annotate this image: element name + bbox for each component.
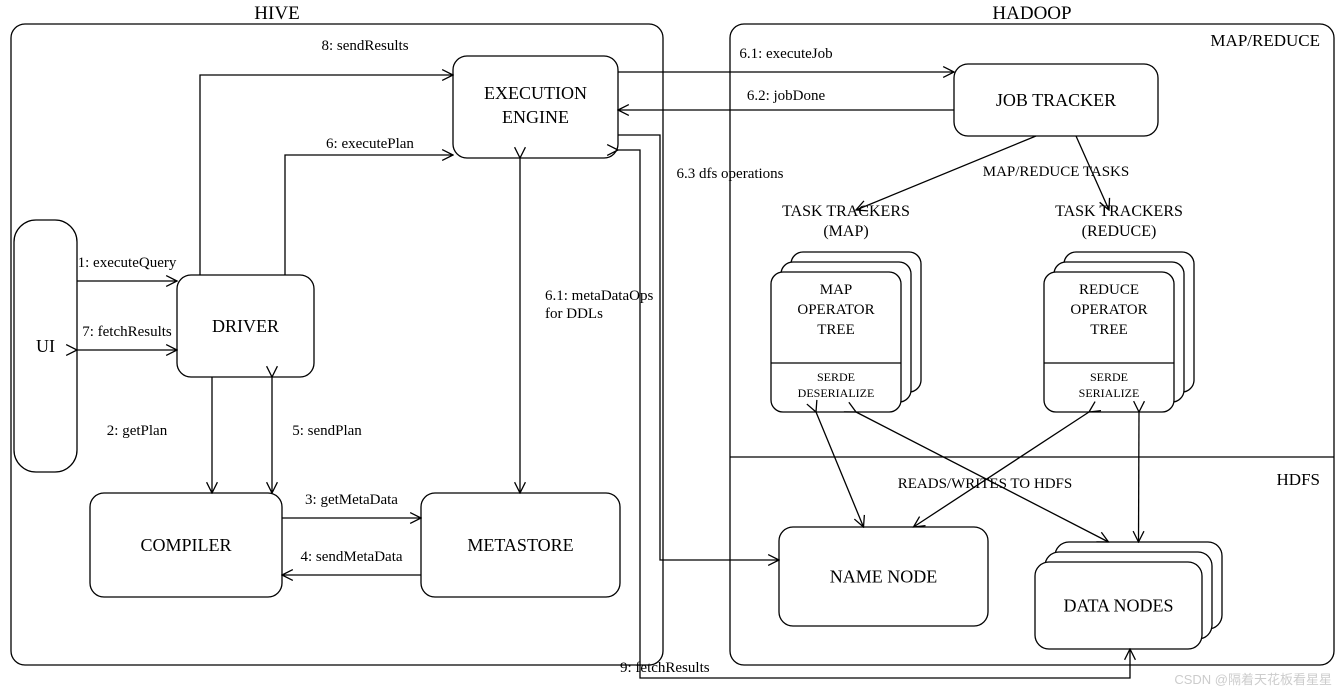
edge-62-label: 6.2: jobDone xyxy=(747,88,826,104)
edge-8 xyxy=(200,75,453,275)
edge-61m-label-1: for DDLs xyxy=(545,306,603,322)
metastore-box-label: METASTORE xyxy=(467,535,573,555)
map-tracker-box-lower-0: SERDE xyxy=(817,370,855,384)
reduce-tracker-box-title-0: TASK TRACKERS xyxy=(1055,203,1183,220)
edge-rw-4 xyxy=(1139,412,1140,542)
edge-1-label: 1: executeQuery xyxy=(78,255,177,271)
edge-mrtasks-label: MAP/REDUCE TASKS xyxy=(983,164,1129,180)
execution-engine-box-label-1: ENGINE xyxy=(502,107,569,127)
edge-5-label: 5: sendPlan xyxy=(292,423,362,439)
edge-3-label: 3: getMetaData xyxy=(305,492,398,508)
reduce-tracker-box-lower-0: SERDE xyxy=(1090,370,1128,384)
hive-label: HIVE xyxy=(254,3,299,24)
edge-6 xyxy=(285,155,453,275)
hadoop-label: HADOOP xyxy=(992,3,1071,24)
edge-8-label: 8: sendResults xyxy=(321,38,408,54)
edge-9-label: 9: fetchResults xyxy=(620,660,710,676)
edge-rw-label: READS/WRITES TO HDFS xyxy=(898,476,1072,492)
hdfs-label: HDFS xyxy=(1277,470,1320,489)
reduce-tracker-box-lower-1: SERIALIZE xyxy=(1079,386,1140,400)
reduce-tracker-box-upper-0: REDUCE xyxy=(1079,282,1139,298)
edge-63 xyxy=(618,135,779,560)
edge-7-label: 7: fetchResults xyxy=(82,324,172,340)
edge-63-label: 6.3 dfs operations xyxy=(676,166,783,182)
mapreduce-label: MAP/REDUCE xyxy=(1210,31,1320,50)
edge-6-label: 6: executePlan xyxy=(326,136,414,152)
reduce-tracker-box-title-1: (REDUCE) xyxy=(1082,223,1157,240)
map-tracker-box-lower-1: DESERIALIZE xyxy=(798,386,875,400)
map-tracker-box-upper-1: OPERATOR xyxy=(797,302,874,318)
compiler-box-label: COMPILER xyxy=(140,535,231,555)
name-node-box-label: NAME NODE xyxy=(830,567,938,587)
job-tracker-box-label: JOB TRACKER xyxy=(996,90,1116,110)
reduce-tracker-box-upper-1: OPERATOR xyxy=(1070,302,1147,318)
watermark: CSDN @隔着天花板看星星 xyxy=(1174,669,1332,688)
edge-61m-label-0: 6.1: metaDataOps xyxy=(545,288,653,304)
edge-61-label: 6.1: executeJob xyxy=(739,46,832,62)
map-tracker-box-upper-0: MAP xyxy=(820,282,853,298)
edge-2-label: 2: getPlan xyxy=(107,423,168,439)
edge-4-label: 4: sendMetaData xyxy=(300,549,402,565)
driver-box-label: DRIVER xyxy=(212,316,279,336)
map-tracker-box-title-0: TASK TRACKERS xyxy=(782,203,910,220)
edge-rw-3 xyxy=(914,412,1090,527)
edge-rw-1 xyxy=(816,412,864,527)
map-tracker-box-title-1: (MAP) xyxy=(823,223,868,240)
map-tracker-box-upper-2: TREE xyxy=(817,322,855,338)
reduce-tracker-box-upper-2: TREE xyxy=(1090,322,1128,338)
execution-engine-box-label-0: EXECUTION xyxy=(484,83,587,103)
data-nodes-label: DATA NODES xyxy=(1063,596,1173,616)
ui-box-label: UI xyxy=(36,336,55,356)
